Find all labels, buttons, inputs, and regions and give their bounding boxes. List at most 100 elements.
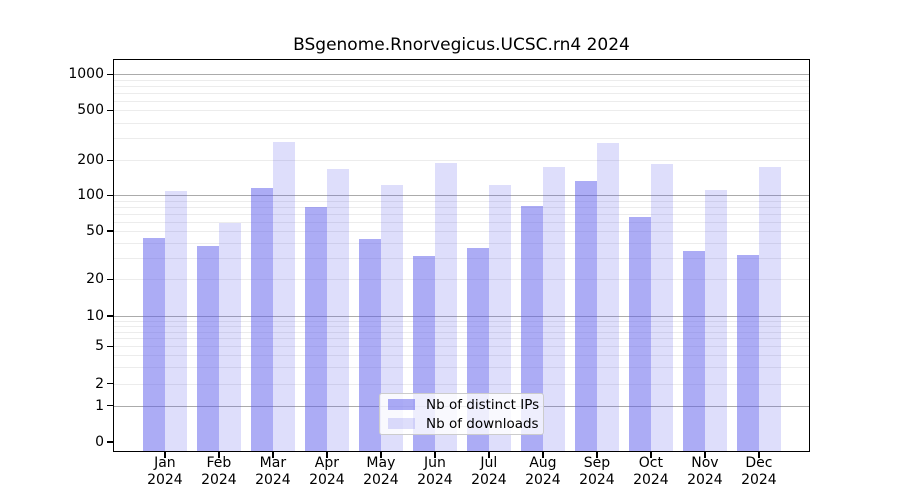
bar-ips-nov <box>682 251 705 452</box>
bar-downloads-feb <box>218 223 241 452</box>
legend-label-ips: Nb of distinct IPs <box>426 396 540 413</box>
month-label: Nov <box>691 455 719 471</box>
month-label: Feb <box>206 455 232 471</box>
major-gridline <box>113 195 810 197</box>
x-tick-label-jul: Jul 2024 <box>471 455 507 489</box>
y-tick-mark <box>107 345 113 348</box>
major-gridline <box>113 74 810 76</box>
x-tick-label-oct: Oct 2024 <box>633 455 669 489</box>
month-label: Dec <box>745 455 773 471</box>
minor-gridline <box>113 200 810 202</box>
year-label: 2024 <box>471 472 507 488</box>
month-label: Mar <box>259 455 287 471</box>
minor-gridline <box>113 160 810 162</box>
month-label: Jul <box>480 455 498 471</box>
x-tick-mark <box>650 452 652 458</box>
minor-gridline <box>113 346 810 348</box>
minor-gridline <box>113 213 810 215</box>
minor-gridline <box>113 331 810 333</box>
x-tick-label-feb: Feb 2024 <box>201 455 237 489</box>
minor-gridline <box>113 85 810 87</box>
x-tick-label-sep: Sep 2024 <box>579 455 615 489</box>
x-tick-mark <box>542 452 544 458</box>
y-tick-mark <box>107 404 113 407</box>
major-gridline <box>113 316 810 318</box>
minor-gridline <box>113 138 810 140</box>
x-tick-label-dec: Dec 2024 <box>741 455 777 489</box>
minor-gridline <box>113 231 810 233</box>
y-tick-mark <box>107 278 113 281</box>
year-label: 2024 <box>741 472 777 488</box>
bar-downloads-jun <box>434 162 457 452</box>
bar-ips-aug <box>520 205 543 452</box>
y-tick-mark <box>107 230 113 232</box>
bar-downloads-dec <box>758 167 781 452</box>
month-label: Apr <box>314 455 340 471</box>
bar-downloads-apr <box>326 168 349 452</box>
legend-row-downloads: Nb of downloads <box>388 415 539 432</box>
y-tick-mark <box>107 194 113 197</box>
bar-downloads-jul <box>488 185 511 452</box>
year-label: 2024 <box>309 472 345 488</box>
x-tick-mark <box>488 452 490 458</box>
bar-ips-apr <box>304 206 327 452</box>
x-tick-mark <box>272 452 274 458</box>
x-tick-mark <box>434 452 436 458</box>
x-tick-label-aug: Aug 2024 <box>525 455 561 489</box>
x-tick-label-nov: Nov 2024 <box>687 455 723 489</box>
y-tick-label: 500 <box>77 102 104 119</box>
bar-downloads-nov <box>704 190 727 452</box>
month-label: Sep <box>583 455 611 471</box>
bar-ips-may <box>358 239 381 452</box>
y-tick-label: 50 <box>86 223 104 240</box>
year-label: 2024 <box>633 472 669 488</box>
bar-ips-feb <box>196 245 219 452</box>
x-tick-mark <box>326 452 328 458</box>
legend-swatch-downloads-icon <box>388 418 415 429</box>
y-tick-label: 0 <box>95 433 104 450</box>
y-tick-label: 100 <box>77 187 104 204</box>
year-label: 2024 <box>363 472 399 488</box>
month-label: May <box>366 455 396 471</box>
year-label: 2024 <box>417 472 453 488</box>
bar-downloads-oct <box>650 164 673 452</box>
chart-title: BSgenome.Rnorvegicus.UCSC.rn4 2024 <box>293 35 630 55</box>
x-tick-mark <box>596 452 598 458</box>
bar-ips-jan <box>142 237 165 452</box>
year-label: 2024 <box>147 472 183 488</box>
month-label: Jan <box>154 455 176 471</box>
minor-gridline <box>113 325 810 327</box>
year-label: 2024 <box>687 472 723 488</box>
bar-ips-sep <box>574 181 597 452</box>
x-tick-label-mar: Mar 2024 <box>255 455 291 489</box>
bar-downloads-mar <box>272 141 295 452</box>
minor-gridline <box>113 320 810 322</box>
y-tick-label: 10 <box>86 308 104 325</box>
bar-downloads-sep <box>596 142 619 452</box>
y-tick-label: 1 <box>95 397 104 414</box>
year-label: 2024 <box>255 472 291 488</box>
minor-gridline <box>113 110 810 112</box>
year-label: 2024 <box>525 472 561 488</box>
y-tick-mark <box>107 382 113 385</box>
minor-gridline <box>113 383 810 385</box>
bar-downloads-aug <box>542 167 565 452</box>
y-tick-label: 20 <box>86 271 104 288</box>
minor-gridline <box>113 279 810 281</box>
y-tick-mark <box>107 315 113 317</box>
y-tick-mark <box>107 159 113 162</box>
x-tick-mark <box>380 452 382 458</box>
month-label: Aug <box>529 455 557 471</box>
minor-gridline <box>113 355 810 357</box>
minor-gridline <box>113 258 810 260</box>
bar-ips-mar <box>250 187 273 452</box>
y-tick-label: 5 <box>95 338 104 355</box>
minor-gridline <box>113 221 810 223</box>
x-tick-label-may: May 2024 <box>363 455 399 489</box>
minor-gridline <box>113 100 810 102</box>
bar-downloads-jan <box>164 191 187 452</box>
y-tick-label: 2 <box>95 375 104 392</box>
minor-gridline <box>113 79 810 81</box>
y-tick-mark <box>107 441 113 443</box>
